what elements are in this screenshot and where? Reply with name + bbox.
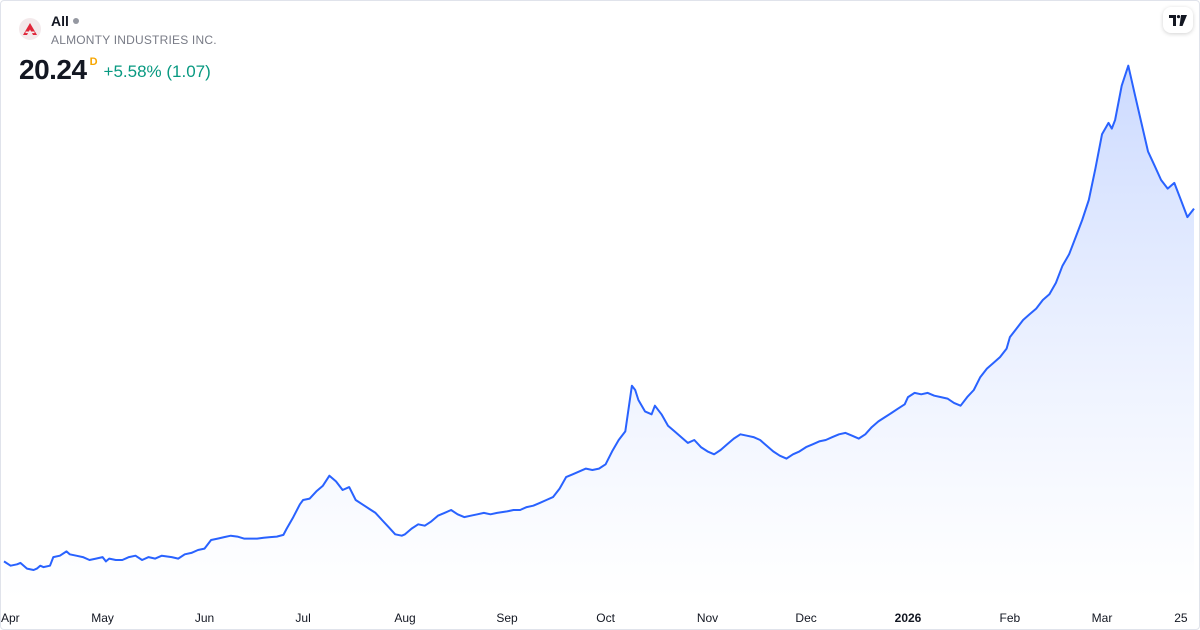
x-tick-label: Oct	[596, 611, 615, 625]
company-name: ALMONTY INDUSTRIES INC.	[51, 33, 217, 47]
last-price: 20.24	[19, 54, 87, 85]
x-tick-label: Nov	[697, 611, 718, 625]
x-tick-label: Feb	[1000, 611, 1021, 625]
almonty-logo-icon[interactable]	[19, 18, 41, 40]
price-area-fill	[4, 65, 1194, 600]
x-tick-label: Sep	[496, 611, 518, 625]
symbol-name[interactable]: All	[51, 13, 69, 29]
interval-badge: D	[89, 56, 98, 68]
tradingview-logo-icon[interactable]	[1163, 7, 1193, 33]
price-line: 20.24 D +5.58% (1.07)	[19, 54, 211, 86]
price-change: +5.58% (1.07)	[103, 62, 211, 81]
x-tick-label: 25	[1174, 611, 1188, 625]
x-tick-label: 2026	[895, 611, 922, 625]
x-tick-label: May	[91, 611, 114, 625]
x-tick-label: Aug	[394, 611, 415, 625]
price-line-series[interactable]	[3, 64, 1195, 571]
symbol-line: All	[51, 13, 79, 31]
x-tick-label: Dec	[795, 611, 816, 625]
x-tick-label: Apr	[1, 611, 20, 625]
market-status-dot-icon	[72, 18, 79, 24]
x-tick-label: Jun	[195, 611, 214, 625]
x-tick-label: Mar	[1092, 611, 1113, 625]
x-tick-label: Jul	[295, 611, 310, 625]
